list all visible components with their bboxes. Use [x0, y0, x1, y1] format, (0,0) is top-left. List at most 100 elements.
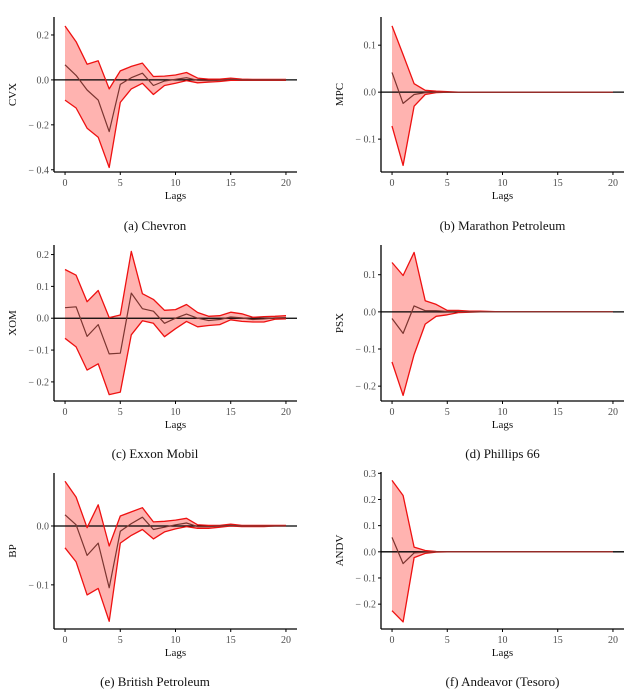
panel-caption: (d) Phillips 66: [465, 446, 540, 461]
y-axis-title: XOM: [7, 310, 19, 336]
confidence-band: [65, 251, 286, 395]
chart-panel-british-petroleum: − 0.1 0.0 0 5 10 15 20 Lags BP (e) British Petro…: [0, 465, 310, 697]
x-tick-label: 10: [171, 635, 181, 646]
lower-bound-line: [391, 311, 613, 397]
confidence-band: [392, 252, 613, 396]
x-tick-label: 5: [118, 635, 123, 646]
x-axis-title: Lags: [492, 190, 513, 202]
impulse-response-line: [64, 292, 287, 355]
x-tick-label: 5: [445, 178, 450, 189]
upper-bound-line: [391, 480, 613, 553]
x-tick-label: 0: [63, 407, 68, 418]
x-tick-label: 15: [553, 178, 563, 189]
x-axis-title: Lags: [165, 647, 186, 659]
x-tick-label: 20: [608, 407, 618, 418]
x-tick-label: 5: [445, 407, 450, 418]
y-tick-label: 0.0: [364, 88, 377, 99]
x-axis-title: Lags: [492, 647, 513, 659]
x-axis-title: Lags: [165, 419, 186, 431]
y-axis-title: CVX: [7, 83, 19, 106]
impulse-response-line: [391, 305, 613, 335]
x-tick-label: 10: [498, 178, 508, 189]
panel-caption: (a) Chevron: [123, 218, 187, 233]
chart-svg: − 0.2 − 0.1 0.0 0.1 0.2 0.3 0 5 10 15 20 Lags ANDV: [334, 469, 624, 659]
y-tick-label: − 0.2: [28, 120, 49, 131]
x-tick-label: 5: [445, 635, 450, 646]
x-tick-label: 10: [498, 635, 508, 646]
panel-caption: (c) Exxon Mobil: [111, 446, 199, 461]
y-axis-title: PSX: [334, 313, 346, 333]
x-tick-label: 15: [226, 407, 236, 418]
impulse-response-line: [64, 514, 286, 589]
chart-panel-phillips-66: − 0.2 − 0.1 0.0 0.1 0 5 10 15 20 Lags PSX (d) Phil…: [310, 235, 635, 470]
y-tick-label: 0.1: [37, 282, 50, 293]
x-axis-title: Lags: [165, 190, 186, 202]
chart-svg: − 0.2 − 0.1 0.0 0.1 0 5 10 15 20 Lags PSX: [334, 245, 624, 431]
x-tick-label: 0: [390, 407, 395, 418]
x-tick-label: 20: [608, 178, 618, 189]
x-tick-label: 10: [171, 178, 181, 189]
x-tick-label: 15: [553, 407, 563, 418]
chart-panel-marathon-petroleum: − 0.1 0.0 0.1 0 5 10 15 20 Lags MPC (b) Marathon …: [310, 0, 635, 240]
x-axis-title: Lags: [492, 419, 513, 431]
y-tick-label: 0.0: [37, 314, 50, 325]
chart-panel-exxon-mobil: − 0.2 − 0.1 0.0 0.1 0.2 0 5 10 15 20 Lags XOM (c) E…: [0, 235, 310, 470]
chart-svg: − 0.1 0.0 0.1 0 5 10 15 20 Lags MPC: [334, 17, 624, 202]
x-tick-label: 20: [608, 635, 618, 646]
y-tick-label: 0.0: [364, 307, 377, 318]
upper-bound-line: [391, 25, 613, 93]
y-tick-label: − 0.2: [355, 382, 376, 393]
x-tick-label: 10: [171, 407, 181, 418]
y-tick-label: − 0.1: [28, 580, 49, 591]
x-tick-label: 15: [226, 635, 236, 646]
upper-bound-line: [64, 250, 287, 319]
y-tick-label: 0.2: [37, 30, 50, 41]
panel-caption: (f) Andeavor (Tesoro): [445, 674, 560, 689]
chart-panel-chevron: − 0.4 − 0.2 0.0 0.2 0 5 10 15 20 Lags CVX (a) Chev…: [0, 0, 310, 240]
chart-panel-andeavor-tesoro: − 0.2 − 0.1 0.0 0.1 0.2 0.3 0 5 10 15 20 Lags ANDV (…: [310, 465, 635, 697]
y-tick-label: − 0.2: [28, 377, 49, 388]
impulse-response-line: [391, 537, 613, 565]
y-tick-label: 0.0: [364, 547, 377, 558]
confidence-band: [392, 25, 613, 166]
y-tick-label: 0.2: [364, 495, 377, 506]
y-tick-label: 0.1: [364, 521, 377, 532]
y-tick-label: 0.0: [37, 75, 50, 86]
y-tick-label: − 0.1: [355, 345, 376, 356]
y-axis-title: BP: [7, 544, 19, 557]
y-tick-label: 0.3: [364, 469, 377, 480]
x-tick-label: 20: [281, 407, 291, 418]
y-tick-label: − 0.1: [355, 573, 376, 584]
chart-svg: − 0.4 − 0.2 0.0 0.2 0 5 10 15 20 Lags CVX: [7, 17, 297, 202]
confidence-band: [65, 481, 286, 622]
lower-bound-line: [64, 318, 287, 396]
y-tick-label: 0.2: [37, 250, 50, 261]
x-tick-label: 20: [281, 178, 291, 189]
x-tick-label: 0: [390, 635, 395, 646]
x-tick-label: 10: [498, 407, 508, 418]
lower-bound-line: [391, 551, 613, 623]
x-tick-label: 5: [118, 178, 123, 189]
y-tick-label: − 0.4: [28, 165, 49, 176]
x-tick-label: 15: [553, 635, 563, 646]
y-axis-title: ANDV: [334, 535, 346, 567]
x-tick-label: 0: [63, 635, 68, 646]
y-tick-label: 0.1: [364, 41, 377, 52]
y-tick-label: − 0.1: [28, 346, 49, 357]
chart-svg: − 0.1 0.0 0 5 10 15 20 Lags BP: [7, 473, 297, 659]
impulse-response-line: [391, 72, 613, 105]
y-tick-label: − 0.1: [355, 135, 376, 146]
x-tick-label: 0: [390, 178, 395, 189]
chart-svg: − 0.2 − 0.1 0.0 0.1 0.2 0 5 10 15 20 Lags XOM: [7, 245, 297, 431]
panel-caption: (e) British Petroleum: [100, 674, 210, 689]
panel-caption: (b) Marathon Petroleum: [439, 218, 566, 233]
impulse-response-line: [64, 64, 286, 133]
x-tick-label: 20: [281, 635, 291, 646]
y-tick-label: 0.0: [37, 521, 50, 532]
lower-bound-line: [391, 91, 613, 167]
x-tick-label: 5: [118, 407, 123, 418]
y-axis-title: MPC: [334, 83, 346, 106]
y-tick-label: − 0.2: [355, 600, 376, 611]
y-tick-label: 0.1: [364, 270, 377, 281]
confidence-band: [65, 26, 286, 168]
